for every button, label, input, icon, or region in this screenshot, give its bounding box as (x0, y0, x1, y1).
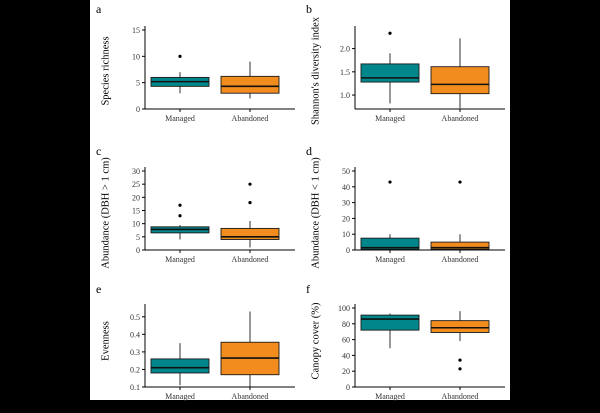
panel-label: d (306, 144, 312, 158)
panel-a: a Species richness 0 5 10 15 Managed Abandone… (90, 0, 300, 133)
box-abandoned (430, 66, 490, 95)
x-tick-label: Managed (165, 392, 195, 401)
y-tick-label: 20 (132, 193, 140, 202)
panel-label: a (96, 2, 102, 16)
y-tick-label: 40 (342, 183, 350, 192)
box-plot: 0 5 10 15 20 25 30 Managed Abandoned (132, 167, 295, 264)
x-tick-label: Abandoned (442, 255, 479, 264)
y-tick-label: 1.0 (340, 91, 350, 100)
panel-c: c Abundance (DBH > 1 cm) 0 5 10 15 20 25 30 Man… (90, 142, 300, 275)
x-tick-label: Managed (375, 392, 405, 401)
panel-label: e (96, 282, 102, 296)
y-tick-label: 10 (132, 52, 140, 61)
y-tick-label: 0 (136, 246, 140, 255)
y-tick-label: 10 (132, 220, 140, 229)
y-tick-label: 5 (136, 79, 140, 88)
y-tick-label: 0.5 (130, 313, 140, 322)
y-tick-label: 0 (346, 383, 350, 392)
box-plot: 0 5 10 15 Managed Abandoned (132, 26, 295, 123)
panel-d: d Abundance (DBH < 1 cm) 0 10 20 30 40 50 Mana… (300, 142, 510, 275)
outlier-point (178, 214, 182, 218)
y-tick-label: 40 (342, 351, 350, 360)
x-tick-label: Abandoned (232, 392, 269, 401)
y-tick-label: 0.1 (130, 383, 140, 392)
panel-label: b (306, 2, 312, 16)
outlier-point (388, 31, 392, 35)
y-tick-label: 80 (342, 320, 350, 329)
outlier-point (248, 182, 252, 186)
box-plot: 0 20 40 60 80 100 Managed Abandoned (338, 304, 505, 401)
box-plot: 0.1 0.2 0.3 0.4 0.5 Managed Abandoned (130, 304, 295, 401)
y-tick-label: 2.0 (340, 45, 350, 54)
box-managed (150, 358, 210, 374)
x-tick-label: Abandoned (442, 392, 479, 401)
y-tick-label: 50 (342, 167, 350, 176)
box-abandoned (220, 227, 280, 240)
y-tick-label: 15 (132, 26, 140, 35)
outlier-point (458, 358, 462, 362)
y-tick-label: 60 (342, 336, 350, 345)
y-tick-label: 100 (338, 304, 350, 313)
y-tick-label: 0 (346, 246, 350, 255)
outlier-point (248, 201, 252, 205)
box-abandoned (220, 75, 280, 94)
y-tick-label: 20 (342, 367, 350, 376)
outlier-point (178, 203, 182, 207)
x-tick-label: Abandoned (232, 114, 269, 123)
x-tick-label: Abandoned (232, 255, 269, 264)
y-tick-label: 15 (132, 207, 140, 216)
box-managed (360, 237, 420, 250)
figure: a Species richness 0 5 10 15 Managed Abandone… (90, 0, 510, 401)
outlier-point (458, 367, 462, 371)
box-abandoned (430, 320, 490, 333)
box-managed (360, 314, 420, 331)
x-tick-label: Managed (165, 255, 195, 264)
x-tick-label: Abandoned (442, 114, 479, 123)
box-abandoned (430, 241, 490, 250)
y-tick-label: 5 (136, 233, 140, 242)
y-tick-label: 0 (136, 105, 140, 114)
box-managed (360, 63, 420, 83)
y-tick-label: 10 (342, 230, 350, 239)
panel-f: f Canopy cover (%) 0 20 40 60 80 100 Managed Ab… (300, 280, 510, 413)
panel-label: c (96, 144, 102, 158)
y-tick-label: 30 (132, 167, 140, 176)
box-plot: 0 10 20 30 40 50 Managed Abandoned (342, 167, 505, 264)
y-tick-label: 1.5 (340, 68, 350, 77)
x-tick-label: Managed (375, 114, 405, 123)
y-tick-label: 20 (342, 214, 350, 223)
x-tick-label: Managed (165, 114, 195, 123)
y-tick-label: 30 (342, 199, 350, 208)
panel-b: b Shannon's diversity index 1.0 1.5 2.0 Man… (300, 0, 510, 133)
panel-label: f (306, 282, 310, 296)
outlier-point (178, 54, 182, 58)
outlier-point (458, 180, 462, 184)
x-tick-label: Managed (375, 255, 405, 264)
panel-e: e Evenness 0.1 0.2 0.3 0.4 0.5 Managed Abandon… (90, 280, 300, 413)
y-tick-label: 0.3 (130, 348, 140, 357)
y-tick-label: 0.2 (130, 365, 140, 374)
outlier-point (388, 180, 392, 184)
box-plot: 1.0 1.5 2.0 Managed Abandoned (340, 26, 505, 123)
y-tick-label: 25 (132, 180, 140, 189)
y-tick-label: 0.4 (130, 330, 140, 339)
